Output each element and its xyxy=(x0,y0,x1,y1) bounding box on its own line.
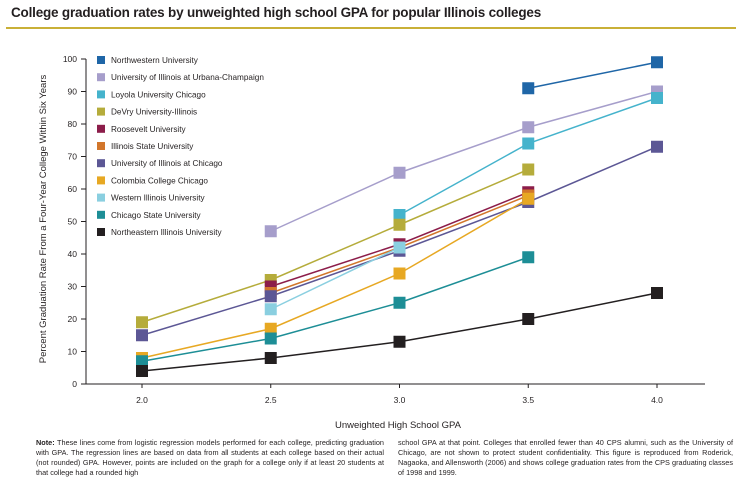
legend-label-roosevelt-university: Roosevelt University xyxy=(111,125,187,134)
chart-axes: 0 10 20 30 40 50 60 70 80 90 100 2.0 2.5 3.0 3.5 4.0 xyxy=(63,54,705,405)
legend-swatch-western-illinois-university xyxy=(97,193,105,202)
data-point-chicago-state-university xyxy=(264,332,277,345)
y-tick-label: 30 xyxy=(68,282,78,292)
data-point-university-of-illinois-at-chicago xyxy=(264,290,277,303)
series-line-colombia-college-chicago xyxy=(141,198,529,359)
series-line-university-of-illinois-at-urbana-champaign xyxy=(270,90,658,232)
legend-label-illinois-state-university: Illinois State University xyxy=(111,142,194,151)
x-tick-label: 2.5 xyxy=(265,395,277,405)
y-tick-label: 80 xyxy=(68,119,78,129)
series-line-western-illinois-university xyxy=(270,246,400,310)
legend-label-loyola-university-chicago: Loyola University Chicago xyxy=(111,90,206,99)
data-point-northeastern-illinois-university xyxy=(393,335,406,348)
legend-label-university-of-illinois-at-urbana-champaign: University of Illinois at Urbana-Champai… xyxy=(111,73,264,82)
series-line-northwestern-university xyxy=(528,61,658,89)
data-point-loyola-university-chicago xyxy=(522,137,535,150)
data-point-northwestern-university xyxy=(651,56,663,69)
data-point-devry-university-illinois xyxy=(393,218,406,231)
legend-swatch-colombia-college-chicago xyxy=(97,176,105,185)
note-left-text: These lines come from logistic regressio… xyxy=(36,438,384,477)
y-tick-label: 70 xyxy=(68,152,78,162)
data-point-western-illinois-university xyxy=(264,303,277,316)
legend-label-northwestern-university: Northwestern University xyxy=(111,56,199,65)
legend-swatch-illinois-state-university xyxy=(97,142,105,150)
data-point-northeastern-illinois-university xyxy=(264,352,277,364)
data-point-university-of-illinois-at-chicago xyxy=(136,329,148,342)
legend-swatch-chicago-state-university xyxy=(97,210,105,219)
note-left-column: Note: These lines come from logistic reg… xyxy=(36,438,384,478)
data-point-western-illinois-university xyxy=(393,241,406,254)
legend-swatch-university-of-illinois-at-chicago xyxy=(97,159,105,168)
data-point-northeastern-illinois-university xyxy=(651,287,663,299)
line-chart: 0 10 20 30 40 50 60 70 80 90 100 2.0 2.5 3.0 3.5 4.0 No… xyxy=(38,54,705,430)
data-point-northeastern-illinois-university xyxy=(136,365,148,377)
x-tick-label: 3.0 xyxy=(394,395,406,405)
note-right-column: school GPA at that point. Colleges that … xyxy=(398,438,733,478)
legend-swatch-loyola-university-chicago xyxy=(97,90,105,99)
data-point-devry-university-illinois xyxy=(522,163,535,176)
data-point-northwestern-university xyxy=(522,82,535,95)
data-point-colombia-college-chicago xyxy=(522,192,535,205)
title-underline xyxy=(6,27,736,29)
note-right-text: school GPA at that point. Colleges that … xyxy=(398,438,733,477)
chart-legend: Northwestern University University of Ill… xyxy=(97,56,264,237)
series-lines xyxy=(141,61,658,372)
x-tick-label: 2.0 xyxy=(136,395,148,405)
legend-label-university-of-illinois-at-chicago: University of Illinois at Chicago xyxy=(111,159,223,168)
note-label: Note: xyxy=(36,438,55,447)
legend-swatch-northwestern-university xyxy=(97,56,105,64)
data-point-loyola-university-chicago xyxy=(651,92,663,104)
y-tick-label: 40 xyxy=(68,249,78,259)
legend-label-northeastern-illinois-university: Northeastern Illinois University xyxy=(111,228,222,237)
legend-swatch-roosevelt-university xyxy=(97,124,105,133)
y-tick-label: 10 xyxy=(68,347,78,357)
data-point-university-of-illinois-at-urbana-champaign xyxy=(264,225,277,238)
y-tick-label: 20 xyxy=(68,314,78,324)
data-point-loyola-university-chicago xyxy=(393,209,406,221)
data-point-chicago-state-university xyxy=(522,251,535,264)
y-axis-label: Percent Graduation Rate From a Four-Year… xyxy=(38,75,49,364)
legend-label-colombia-college-chicago: Colombia College Chicago xyxy=(111,176,208,185)
legend-swatch-northeastern-illinois-university xyxy=(97,228,105,236)
legend-label-devry-university-illinois: DeVry University-Illinois xyxy=(111,108,197,117)
data-point-colombia-college-chicago xyxy=(264,322,277,335)
data-point-devry-university-illinois xyxy=(136,316,148,329)
y-tick-label: 50 xyxy=(68,217,78,227)
series-line-chicago-state-university xyxy=(141,256,529,362)
x-tick-label: 3.5 xyxy=(522,395,534,405)
series-markers xyxy=(136,56,663,377)
y-tick-label: 60 xyxy=(68,184,78,194)
data-point-university-of-illinois-at-urbana-champaign xyxy=(522,121,535,134)
data-point-northeastern-illinois-university xyxy=(522,313,535,325)
legend-swatch-university-of-illinois-at-urbana-champaign xyxy=(97,73,105,82)
data-point-colombia-college-chicago xyxy=(393,267,406,280)
y-tick-label: 90 xyxy=(68,87,78,97)
x-tick-label: 4.0 xyxy=(651,395,663,405)
legend-label-western-illinois-university: Western Illinois University xyxy=(111,194,205,203)
legend-swatch-devry-university-illinois xyxy=(97,107,105,116)
chart-title: College graduation rates by unweighted h… xyxy=(11,5,542,20)
y-tick-label: 0 xyxy=(72,379,77,389)
legend-label-chicago-state-university: Chicago State University xyxy=(111,211,202,220)
y-tick-label: 100 xyxy=(63,54,77,64)
x-axis-label: Unweighted High School GPA xyxy=(335,420,462,430)
series-line-devry-university-illinois xyxy=(141,168,529,323)
data-point-chicago-state-university xyxy=(393,296,406,309)
data-point-university-of-illinois-at-chicago xyxy=(651,140,663,153)
data-point-chicago-state-university xyxy=(136,355,148,368)
data-point-university-of-illinois-at-urbana-champaign xyxy=(393,166,406,179)
